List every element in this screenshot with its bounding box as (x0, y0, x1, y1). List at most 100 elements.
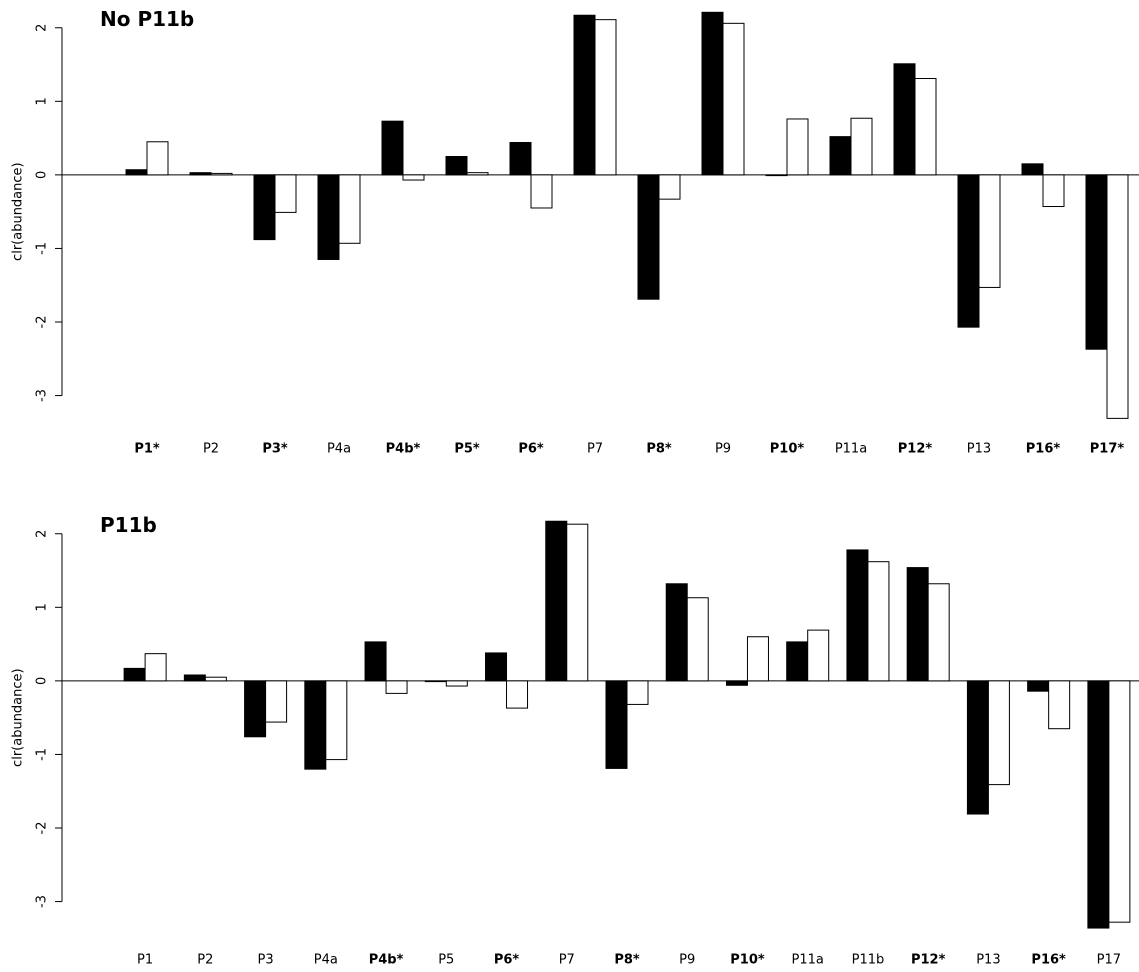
bar (1108, 680, 1131, 923)
bar (204, 676, 227, 682)
bar (506, 680, 529, 709)
bar (381, 120, 404, 176)
bar (304, 680, 327, 770)
bar (1042, 174, 1065, 208)
bar (573, 14, 596, 176)
x-tick-label: P5* (454, 442, 480, 457)
bar (807, 629, 830, 682)
chart-title: P11b (100, 513, 157, 537)
bar (189, 172, 212, 176)
bar (325, 680, 348, 761)
x-tick-label: P4b* (386, 442, 421, 457)
bar (786, 118, 809, 176)
x-tick-label: P6* (518, 442, 544, 457)
x-tick-label: P12* (911, 953, 946, 968)
bar (265, 680, 288, 723)
x-tick-label: P2 (203, 442, 219, 457)
x-tick-label: P13 (976, 953, 1000, 968)
bar (1085, 174, 1108, 350)
y-tick-label: 0 (35, 171, 50, 179)
x-tick-label: P12* (898, 442, 933, 457)
x-tick-label: P11b (852, 953, 885, 968)
y-tick-label: -2 (35, 822, 50, 835)
x-tick-label: P10* (770, 442, 805, 457)
bar (637, 174, 660, 300)
x-tick-label: P11a (792, 953, 824, 968)
bar (566, 523, 589, 682)
bar (594, 19, 617, 176)
y-tick-label: -3 (35, 389, 50, 402)
bar (530, 174, 553, 209)
x-tick-label: P2 (197, 953, 213, 968)
x-tick-label: P1 (137, 953, 153, 968)
y-tick-label: 1 (35, 97, 50, 105)
x-tick-label: P11a (835, 442, 867, 457)
x-tick-label: P1* (134, 442, 160, 457)
bar (1087, 680, 1110, 929)
bar (445, 680, 468, 687)
y-tick-label: 2 (35, 24, 50, 32)
bar (509, 142, 532, 176)
x-tick-label: P13 (967, 442, 991, 457)
y-tick-label: 0 (35, 677, 50, 685)
y-axis-label: clr(abundance) (11, 162, 26, 261)
x-tick-label: P3 (258, 953, 274, 968)
x-tick-label: P16* (1026, 442, 1061, 457)
bar (701, 11, 724, 176)
bar (253, 174, 276, 241)
bar (658, 174, 681, 200)
bar (445, 155, 468, 176)
y-tick-label: -3 (35, 895, 50, 908)
bar (274, 174, 297, 213)
chart-title: No P11b (100, 7, 194, 31)
x-tick-label: P9 (715, 442, 731, 457)
bar (244, 680, 267, 738)
bar (144, 653, 167, 682)
x-tick-label: P17 (1097, 953, 1121, 968)
bar (906, 567, 929, 682)
bar (893, 63, 916, 176)
bar (626, 680, 649, 705)
x-tick-label: P3* (262, 442, 288, 457)
bar (665, 583, 688, 682)
x-tick-label: P6* (494, 953, 520, 968)
bar (125, 169, 148, 176)
bar (987, 680, 1010, 786)
bar (1048, 680, 1071, 730)
y-tick-label: 1 (35, 603, 50, 611)
bar (686, 597, 709, 682)
x-tick-label: P10* (730, 953, 765, 968)
y-tick-label: -1 (35, 748, 50, 761)
bar (385, 680, 408, 694)
bar (1027, 680, 1050, 692)
bar (466, 172, 489, 176)
bar (725, 680, 748, 686)
bar (1106, 174, 1129, 419)
bar (545, 520, 568, 682)
bar (485, 652, 508, 682)
bar (914, 78, 937, 176)
bar (123, 667, 146, 682)
y-axis-label: clr(abundance) (11, 668, 26, 767)
bar (364, 641, 387, 682)
x-tick-label: P4b* (369, 953, 404, 968)
x-tick-label: P4a (314, 953, 338, 968)
bar (765, 174, 788, 177)
x-tick-label: P9 (679, 953, 695, 968)
bar (210, 172, 233, 176)
bar (786, 641, 809, 682)
bar (183, 674, 206, 682)
bar (927, 583, 950, 682)
bar (978, 174, 1001, 288)
bar (605, 680, 628, 769)
x-tick-label: P7 (559, 953, 575, 968)
bar (402, 174, 425, 181)
y-tick-label: -2 (35, 316, 50, 329)
bar (338, 174, 361, 244)
x-tick-label: P5 (438, 953, 454, 968)
bar (317, 174, 340, 260)
bar (746, 636, 769, 682)
x-tick-label: P7 (587, 442, 603, 457)
bar (846, 549, 869, 682)
